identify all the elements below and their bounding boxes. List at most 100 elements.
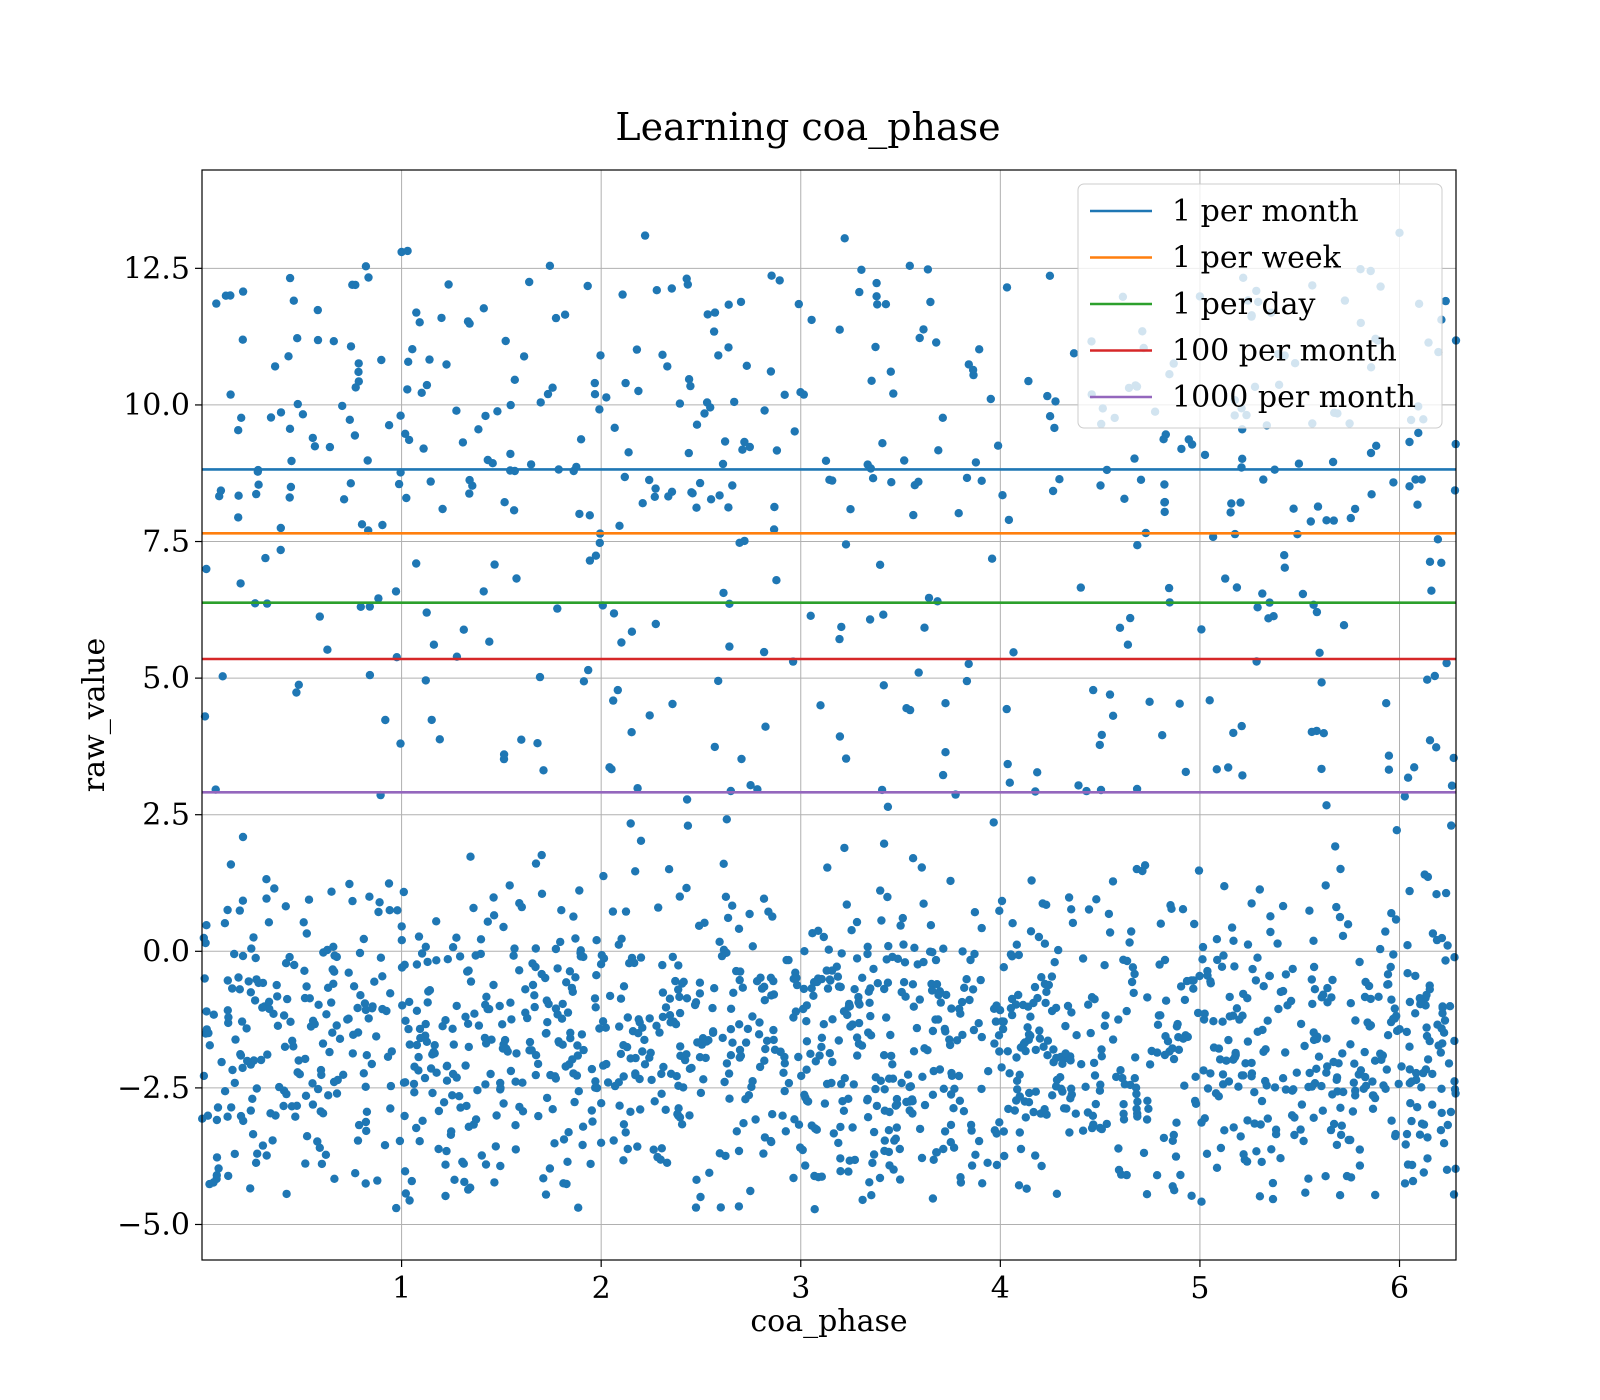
scatter-point [487,1035,496,1044]
scatter-point [927,986,937,995]
scatter-point [318,1109,328,1118]
scatter-point [1436,1048,1446,1057]
scatter-point [489,893,498,902]
scatter-point [1444,1059,1454,1068]
scatter-point [511,1145,520,1154]
scatter-point [553,964,562,973]
scatter-point [609,609,619,618]
scatter-point [900,958,910,967]
scatter-point [685,1111,694,1120]
scatter-point [545,261,555,270]
scatter-point [578,1140,587,1150]
scatter-point [1423,675,1432,684]
scatter-point [1407,1077,1416,1086]
scatter-point [855,287,864,297]
scatter-point [827,966,837,975]
scatter-point [929,1155,938,1165]
scatter-point [738,445,747,454]
scatter-point [1191,1099,1201,1109]
scatter-point [1133,541,1142,550]
scatter-point [615,1101,624,1110]
scatter-point [223,905,232,915]
scatter-point [591,1077,600,1086]
scatter-point [1199,1066,1208,1075]
scatter-point [1224,1035,1233,1045]
scatter-point [701,1053,710,1063]
y-tick-label: 12.5 [123,251,190,286]
scatter-point [1132,1104,1141,1114]
scatter-point [550,1139,559,1148]
scatter-point [613,685,622,695]
scatter-point [863,949,872,959]
scatter-point [510,944,519,953]
scatter-point [767,271,776,280]
scatter-point [742,361,751,370]
scatter-point [384,879,394,888]
scatter-point [563,1008,573,1017]
scatter-point [989,818,998,827]
legend-label: 100 per month [1172,334,1397,369]
scatter-point [671,976,680,986]
scatter-point [1005,778,1014,787]
scatter-point [726,1025,736,1034]
scatter-point [249,933,258,942]
scatter-point [1322,516,1331,525]
scatter-point [448,1024,457,1034]
scatter-point [282,1189,291,1199]
scatter-point [541,1190,551,1199]
scatter-point [500,498,509,507]
scatter-point [574,1087,583,1096]
scatter-point [846,505,855,514]
scatter-point [294,1056,303,1065]
scatter-point [1349,1078,1359,1087]
scatter-point [728,481,737,490]
scatter-point [995,1047,1004,1056]
scatter-point [998,1024,1008,1034]
scatter-point [724,1069,734,1078]
scatter-point [491,1142,500,1151]
scatter-point [405,1040,414,1049]
scatter-point [627,728,636,737]
scatter-point [485,1004,494,1014]
scatter-point [928,948,937,957]
scatter-point [1329,516,1339,525]
scatter-point [1119,1115,1129,1124]
scatter-point [802,1001,811,1010]
scatter-point [408,345,417,354]
scatter-point [1308,999,1317,1009]
scatter-point [752,977,762,986]
scatter-point [465,319,474,328]
scatter-point [435,735,444,744]
scatter-point [339,495,349,504]
scatter-point [397,936,406,945]
scatter-point [558,999,567,1009]
scatter-point [573,1041,582,1050]
scatter-point [977,1084,986,1094]
scatter-point [1007,1010,1017,1020]
scatter-point [500,1035,510,1045]
scatter-point [807,315,816,325]
scatter-point [1191,1072,1200,1082]
scatter-point [1437,558,1446,567]
scatter-point [280,1042,290,1052]
scatter-point [1281,1085,1291,1094]
scatter-point [966,955,975,965]
scatter-point [1014,950,1023,960]
scatter-point [755,1062,765,1072]
scatter-point [1420,870,1429,879]
scatter-point [238,951,248,961]
scatter-point [882,1013,891,1022]
scatter-point [633,1142,642,1151]
scatter-point [228,984,237,993]
scatter-point [421,1019,430,1029]
scatter-point [506,400,515,410]
scatter-point [792,980,802,990]
scatter-point [537,850,546,860]
scatter-point [432,1068,441,1077]
scatter-point [945,1040,955,1050]
scatter-point [486,1069,495,1079]
scatter-point [400,1111,409,1121]
scatter-point [936,998,945,1007]
scatter-point [250,996,260,1005]
scatter-point [301,1159,310,1168]
